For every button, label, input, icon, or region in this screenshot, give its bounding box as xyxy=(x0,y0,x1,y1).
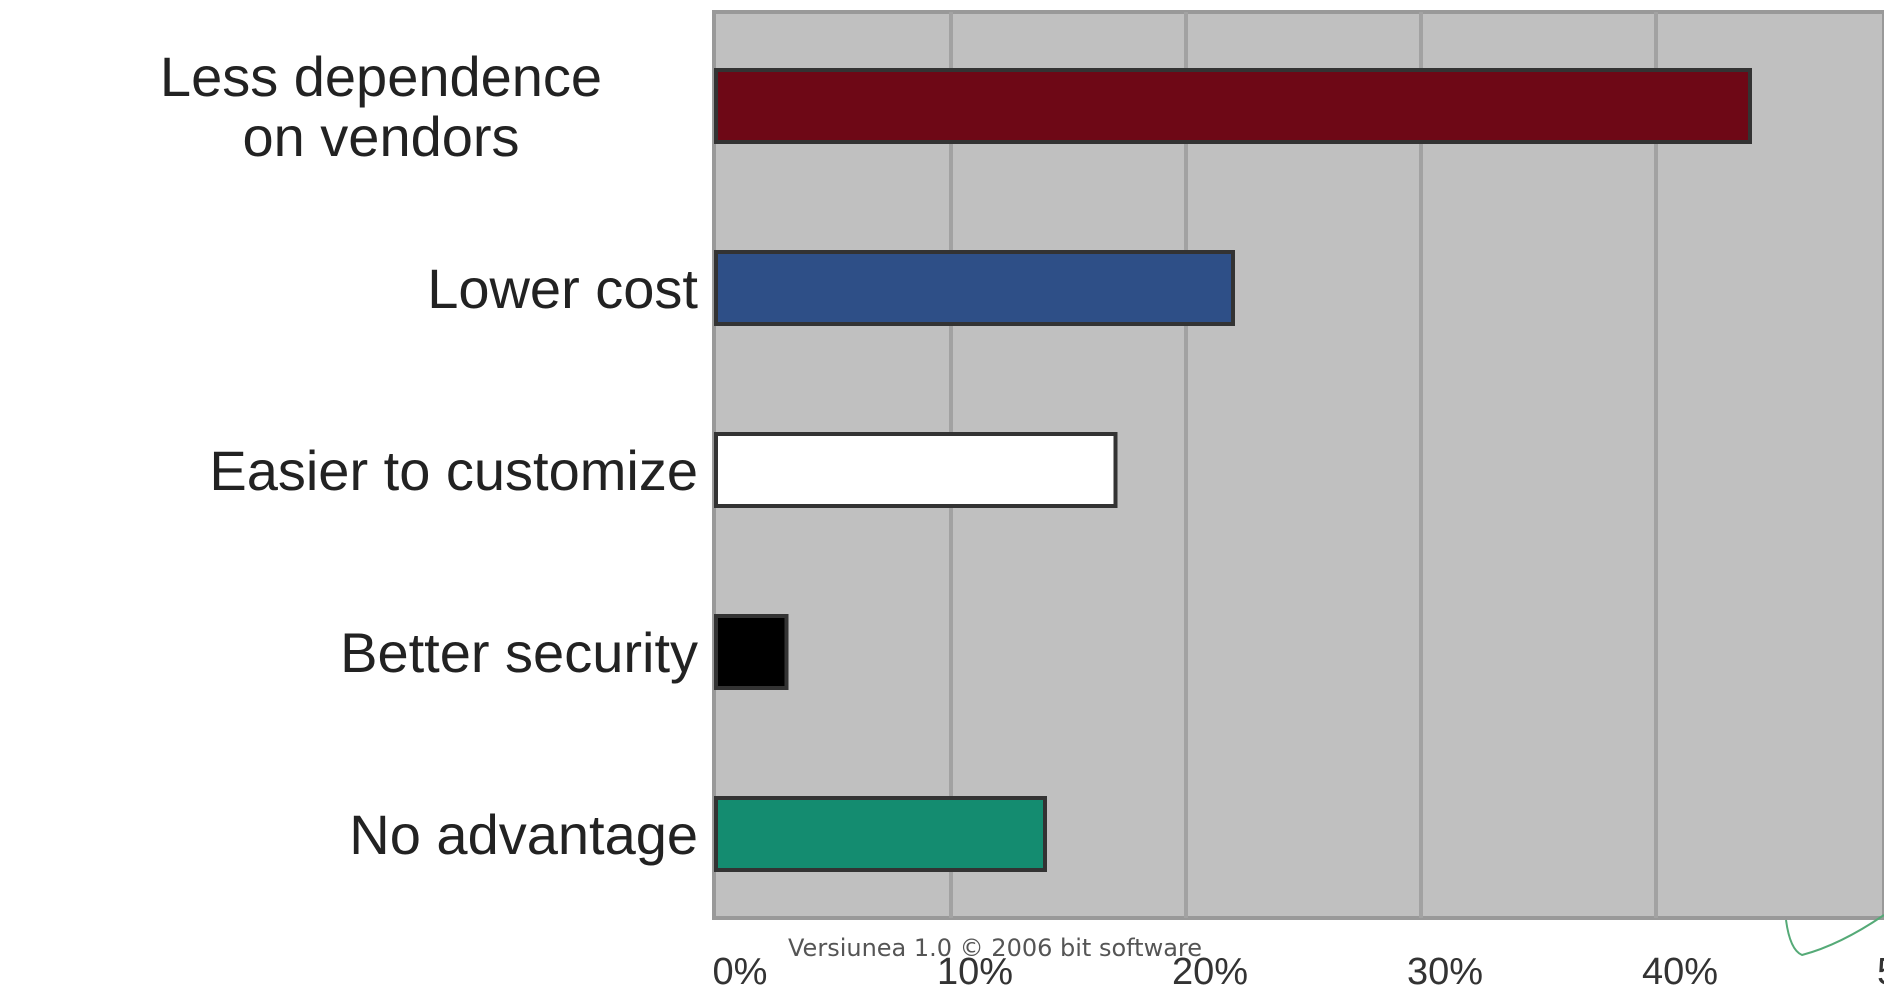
tick-label: 40% xyxy=(1642,951,1718,985)
category-label: Lower cost xyxy=(427,257,698,320)
x-tick-labels: 0% 10% 20% 30% 40% 50% xyxy=(713,951,1884,985)
version-footer: Versiunea 1.0 © 2006 bit software xyxy=(788,934,1202,962)
bar xyxy=(714,250,1235,326)
category-label: Easier to customize xyxy=(209,439,698,502)
bar xyxy=(714,614,789,690)
tick-label: 20% xyxy=(1172,951,1248,985)
tick-label: 10% xyxy=(937,951,1013,985)
bar xyxy=(714,796,1047,872)
category-label: Better security xyxy=(340,621,698,684)
tick-label: 30% xyxy=(1407,951,1483,985)
category-labels: Less dependence on vendors Lower cost Easie… xyxy=(160,45,699,866)
tick-label: 50% xyxy=(1877,951,1884,985)
bar xyxy=(714,68,1752,144)
decorative-curve xyxy=(1785,914,1884,957)
bar xyxy=(714,432,1118,508)
tick-label: 0% xyxy=(713,951,768,985)
category-label: No advantage xyxy=(349,803,698,866)
bars xyxy=(714,68,1752,872)
category-label: Less dependence on vendors xyxy=(160,45,602,168)
